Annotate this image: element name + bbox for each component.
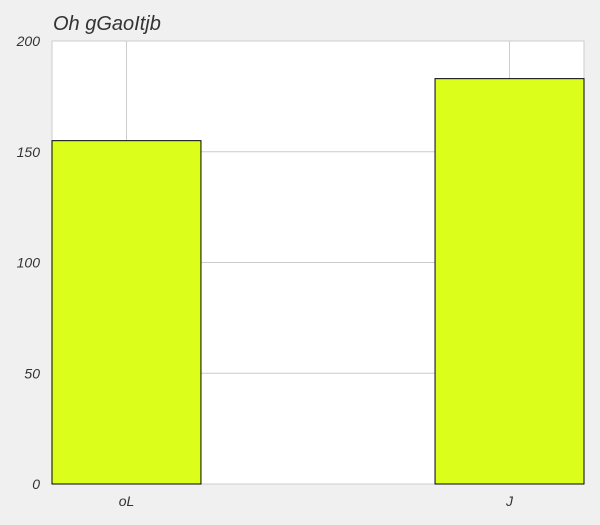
bar-oL	[51, 140, 202, 485]
y-axis-tick-labels: 0 50 100 150 200	[16, 33, 41, 492]
x-tick-label: J	[505, 493, 514, 509]
bars	[51, 78, 585, 485]
x-tick-label: oL	[119, 493, 135, 509]
y-tick-label: 100	[17, 255, 41, 271]
y-tick-label: 200	[16, 33, 41, 49]
x-axis-tick-labels: oL J	[119, 493, 514, 509]
chart-title: Oh gGaoItjb	[53, 13, 161, 35]
y-tick-label: 0	[32, 476, 40, 492]
y-tick-label: 150	[17, 144, 41, 160]
bar-J	[434, 78, 585, 485]
y-tick-label: 50	[24, 365, 40, 381]
